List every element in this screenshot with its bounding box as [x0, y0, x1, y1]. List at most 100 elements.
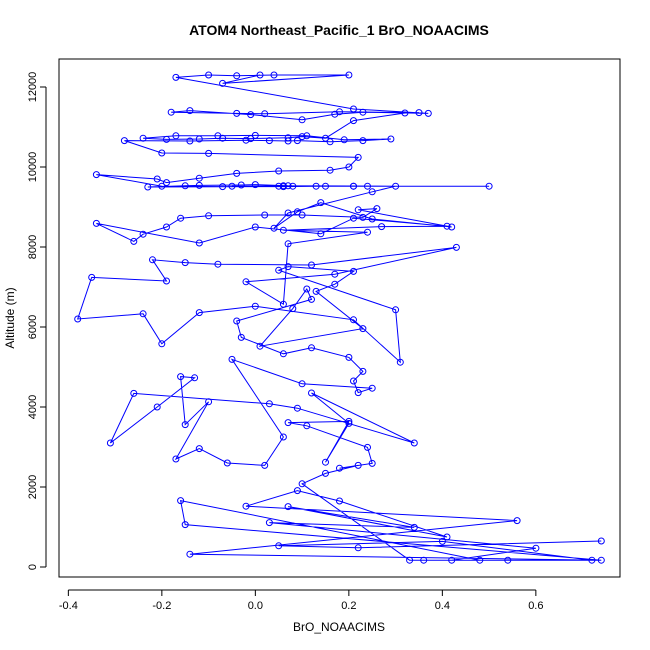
- data-point: [144, 183, 152, 191]
- data-point: [172, 455, 180, 463]
- data-point: [265, 400, 273, 408]
- data-point: [139, 230, 147, 238]
- y-tick-label: 8000: [27, 235, 39, 259]
- data-point: [163, 223, 170, 231]
- data-point: [476, 556, 484, 564]
- data-point: [163, 135, 170, 143]
- data-point: [195, 239, 203, 247]
- data-point: [261, 461, 269, 469]
- data-point: [247, 135, 255, 143]
- data-point: [172, 132, 180, 140]
- data-point: [438, 537, 446, 545]
- y-axis: 0 2000 4000 6000 8000 10000 12000: [27, 72, 47, 570]
- y-tick-label: 0: [27, 564, 39, 570]
- y-tick-label: 6000: [27, 315, 39, 339]
- y-tick-label: 10000: [27, 152, 39, 183]
- data-point: [88, 273, 96, 281]
- data-point: [308, 389, 315, 397]
- data-point: [275, 182, 283, 190]
- data-point: [284, 419, 292, 427]
- data-point: [205, 71, 213, 79]
- data-point: [181, 182, 189, 190]
- data-point: [298, 133, 306, 141]
- data-point: [279, 300, 287, 308]
- data-point: [289, 305, 297, 313]
- data-point: [279, 183, 287, 191]
- data-point: [312, 182, 320, 190]
- data-point: [195, 174, 203, 182]
- data-point: [284, 263, 292, 271]
- data-series: [74, 71, 605, 564]
- data-point: [172, 73, 180, 81]
- data-point: [312, 287, 320, 295]
- data-point: [195, 309, 203, 317]
- data-point: [396, 358, 404, 366]
- data-point: [251, 302, 259, 310]
- data-point: [219, 134, 227, 142]
- data-point: [368, 384, 376, 392]
- data-point: [195, 445, 203, 453]
- data-point: [223, 459, 231, 467]
- data-point: [92, 219, 100, 227]
- data-point: [322, 458, 329, 466]
- data-point: [392, 306, 400, 314]
- data-point: [92, 171, 100, 179]
- data-point: [237, 181, 245, 189]
- data-point: [219, 79, 227, 87]
- data-point: [410, 523, 418, 531]
- data-point: [293, 404, 301, 412]
- data-point: [139, 310, 147, 318]
- data-point: [106, 439, 114, 447]
- data-point: [345, 163, 353, 171]
- data-point: [158, 149, 166, 157]
- data-point: [233, 109, 241, 117]
- data-point: [270, 224, 278, 232]
- data-point: [331, 110, 339, 118]
- data-point: [322, 134, 329, 142]
- data-point: [354, 544, 362, 552]
- data-point: [237, 333, 245, 341]
- data-point: [331, 270, 339, 278]
- data-point: [401, 109, 409, 117]
- data-point: [186, 550, 194, 558]
- data-point: [303, 285, 311, 293]
- x-tick-label: 0.2: [341, 600, 356, 612]
- data-point: [532, 544, 540, 552]
- data-point: [350, 117, 357, 125]
- data-point: [242, 502, 250, 510]
- data-point: [350, 377, 357, 385]
- data-point: [265, 519, 273, 527]
- data-point: [597, 556, 605, 564]
- data-point: [233, 72, 241, 80]
- data-point: [279, 350, 287, 358]
- data-point: [181, 421, 189, 429]
- data-point: [597, 537, 605, 545]
- data-point: [406, 556, 414, 564]
- data-point: [270, 71, 278, 79]
- data-point: [149, 256, 156, 264]
- data-point: [345, 71, 353, 79]
- data-point: [303, 422, 311, 430]
- data-point: [452, 243, 460, 251]
- data-point: [420, 556, 428, 564]
- data-point: [340, 136, 348, 144]
- data-point: [74, 315, 82, 323]
- data-point: [298, 116, 306, 124]
- x-tick-label: -0.4: [59, 600, 78, 612]
- data-point: [205, 212, 213, 220]
- data-point: [251, 131, 259, 139]
- data-point: [214, 260, 222, 268]
- data-point: [284, 182, 292, 190]
- data-point: [359, 137, 367, 145]
- y-tick-label: 12000: [27, 72, 39, 103]
- data-point: [336, 464, 343, 472]
- data-point: [308, 261, 315, 269]
- data-point: [275, 542, 283, 550]
- data-point: [265, 137, 273, 145]
- data-point: [256, 71, 264, 79]
- data-point: [130, 237, 138, 245]
- data-point: [153, 403, 161, 411]
- data-point: [228, 182, 236, 190]
- data-point: [279, 433, 287, 441]
- data-point: [279, 226, 287, 234]
